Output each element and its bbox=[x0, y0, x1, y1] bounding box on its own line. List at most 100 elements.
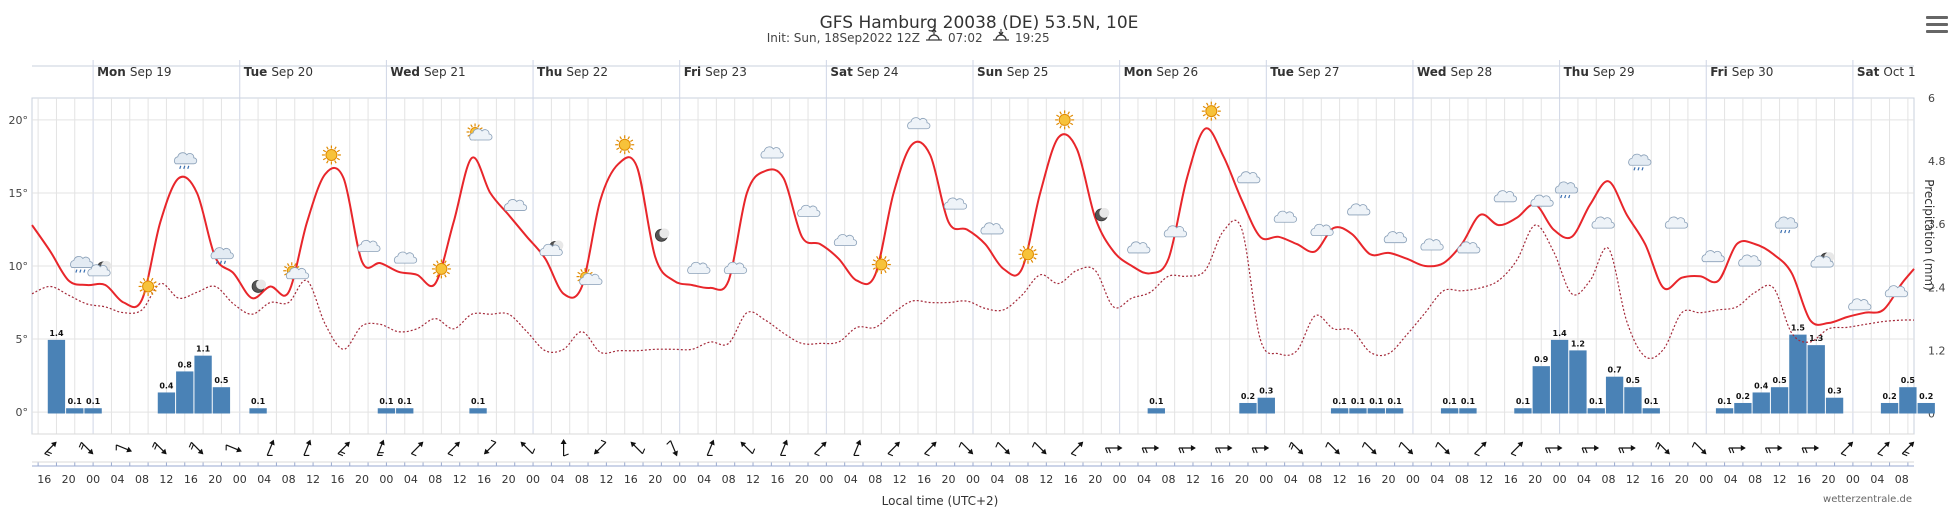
cloud-shape bbox=[760, 146, 784, 159]
cloud-icon bbox=[1848, 298, 1872, 311]
precipitation-label: 0.1 bbox=[379, 397, 394, 406]
wind-arrow-icon bbox=[630, 441, 646, 455]
sun-ray bbox=[284, 265, 288, 269]
cloud-icon bbox=[1347, 203, 1371, 216]
init-label: Init: Sun, 18Sep2022 12Z bbox=[767, 31, 920, 45]
hour-label: 00 bbox=[379, 473, 393, 486]
wind-head bbox=[1517, 441, 1524, 448]
wind-arrow-icon bbox=[1801, 445, 1820, 454]
wind-arrow-icon bbox=[958, 441, 974, 455]
wind-head bbox=[417, 441, 424, 448]
rain-cloud-icon bbox=[70, 256, 94, 273]
cloud-shape bbox=[357, 239, 381, 252]
day-date: Sep 21 bbox=[424, 65, 466, 79]
wind-barb bbox=[1691, 442, 1695, 448]
hour-label: 04 bbox=[257, 473, 271, 486]
cloud-shape bbox=[907, 117, 931, 130]
cloud-shape bbox=[943, 197, 967, 210]
hour-label: 08 bbox=[1895, 473, 1909, 486]
hour-label: 12 bbox=[893, 473, 907, 486]
hamburger-menu-button[interactable] bbox=[1926, 16, 1948, 36]
cloud-shape bbox=[1273, 210, 1297, 223]
precipitation-label: 0.3 bbox=[1827, 387, 1841, 396]
sun-ray bbox=[630, 147, 634, 151]
moon-cloud-icon bbox=[87, 260, 112, 277]
wind-head bbox=[1154, 445, 1160, 451]
day-date: Sep 26 bbox=[1156, 65, 1198, 79]
wind-head bbox=[967, 448, 974, 455]
wind-arrow-icon bbox=[924, 441, 937, 457]
dewpoint-line bbox=[31, 219, 1915, 360]
hour-label: 20 bbox=[1382, 473, 1396, 486]
hour-label: 08 bbox=[282, 473, 296, 486]
sun-ray bbox=[616, 147, 620, 151]
cloud-icon bbox=[1127, 241, 1151, 254]
wind-arrow-icon bbox=[1214, 445, 1233, 454]
hour-label: 08 bbox=[722, 473, 736, 486]
wind-head bbox=[379, 439, 385, 446]
sun-ray bbox=[336, 149, 340, 153]
sun-ray bbox=[322, 157, 327, 161]
wind-arrow-icon bbox=[520, 441, 536, 455]
day-weekday: Sat bbox=[830, 65, 853, 79]
day-date: Sep 19 bbox=[130, 65, 172, 79]
hour-label: 04 bbox=[697, 473, 711, 486]
sun-ray bbox=[884, 256, 887, 260]
day-label: Wed Sep 28 bbox=[1417, 65, 1492, 79]
hour-label: 00 bbox=[1846, 473, 1860, 486]
hour-label: 12 bbox=[1773, 473, 1787, 486]
sun-ray bbox=[580, 268, 583, 273]
precipitation-bar bbox=[1147, 408, 1165, 414]
wind-barb bbox=[1767, 447, 1772, 454]
precipitation-bar bbox=[1715, 408, 1734, 414]
cloud-icon bbox=[503, 199, 528, 211]
hour-label: 04 bbox=[844, 473, 858, 486]
cloud-shape bbox=[1347, 203, 1371, 216]
rain-cloud-icon bbox=[1774, 216, 1799, 234]
hour-label: 08 bbox=[868, 473, 882, 486]
day-date: Sep 23 bbox=[705, 65, 747, 79]
sunrise-icon bbox=[926, 27, 942, 41]
wind-head bbox=[520, 441, 527, 448]
hour-label: 04 bbox=[404, 473, 418, 486]
cloud-shape bbox=[70, 256, 94, 268]
wind-head bbox=[1004, 448, 1010, 455]
sun-ray bbox=[1214, 116, 1217, 120]
hour-label: 16 bbox=[1797, 473, 1811, 486]
hour-labels: 16 20 00 04 08 12 16 20 00 04 08 12 16 20 00 04 08 12 16 20… bbox=[37, 473, 1909, 486]
wind-barb bbox=[152, 442, 156, 448]
wind-head bbox=[1480, 441, 1487, 448]
moon-icon bbox=[654, 228, 670, 242]
sun-icon bbox=[431, 259, 451, 279]
day-labels: Mon Sep 19 Tue Sep 20 Wed Sep 21 Thu Sep 22 Fri S… bbox=[92, 60, 1916, 98]
sun-ray bbox=[1214, 102, 1217, 106]
rain-drop bbox=[1568, 194, 1571, 199]
wind-arrow-icon bbox=[152, 441, 167, 455]
wind-barb bbox=[188, 442, 192, 448]
hour-label: 20 bbox=[1675, 473, 1689, 486]
sun-ray bbox=[1033, 249, 1037, 252]
hour-label: 20 bbox=[1528, 473, 1542, 486]
cloud-shape bbox=[980, 222, 1004, 235]
wind-barb bbox=[1144, 447, 1148, 454]
rain-cloud-icon bbox=[173, 152, 198, 170]
wind-arrow-icon bbox=[853, 439, 862, 457]
menu-line bbox=[1926, 23, 1948, 26]
wind-barb bbox=[267, 454, 273, 457]
sun-disc bbox=[875, 258, 888, 271]
y-tick-right: 2.4 bbox=[1928, 281, 1946, 294]
day-date: Sep 20 bbox=[271, 65, 313, 79]
cloud-shape bbox=[1884, 285, 1908, 298]
wind-barb bbox=[1107, 447, 1112, 454]
wind-head bbox=[1777, 445, 1783, 451]
wind-barb bbox=[78, 442, 82, 448]
precipitation-label: 1.4 bbox=[49, 329, 64, 338]
sun-ray bbox=[1019, 249, 1023, 252]
sun-ray bbox=[432, 263, 437, 267]
sun-ray bbox=[577, 271, 581, 275]
sun-ray bbox=[1019, 257, 1023, 260]
day-label: Sat Oct 1 bbox=[1857, 65, 1916, 79]
wind-barb bbox=[1510, 453, 1517, 457]
cloud-shape bbox=[285, 267, 310, 280]
sun-ray bbox=[322, 149, 327, 153]
